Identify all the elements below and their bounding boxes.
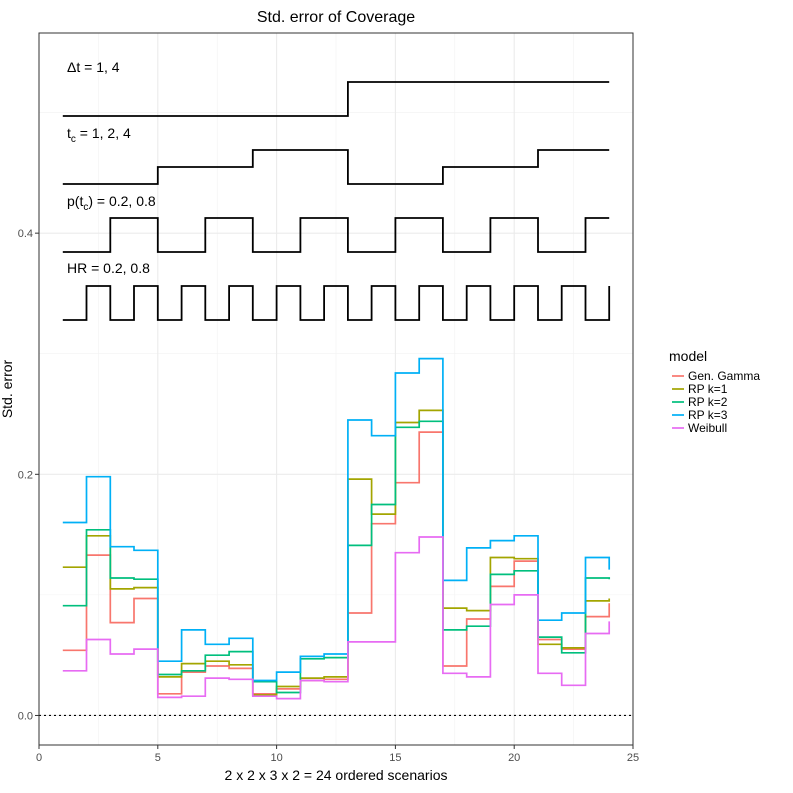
y-tick-label: 0.2 bbox=[18, 469, 33, 481]
legend-label: Gen. Gamma bbox=[688, 369, 760, 383]
legend-label: RP k=3 bbox=[688, 408, 728, 422]
design-indicators: Δt = 1, 4 tc = 1, 2, 4 p(tc) = 0.2, 0.8 HR … bbox=[62, 59, 611, 321]
design-step-line bbox=[62, 81, 610, 117]
legend-label: Weibull bbox=[688, 421, 727, 435]
y-tick-label: 0.0 bbox=[18, 710, 33, 722]
x-tick-label: 20 bbox=[508, 752, 520, 764]
legend-title: model bbox=[669, 348, 707, 364]
legend-label: RP k=2 bbox=[688, 395, 728, 409]
axes: 0 5 10 15 20 25 0.0 0.2 0.4 bbox=[18, 228, 639, 764]
x-tick-label: 5 bbox=[155, 752, 161, 764]
design-panel-label: tc = 1, 2, 4 bbox=[67, 125, 131, 145]
x-tick-label: 25 bbox=[627, 752, 639, 764]
x-axis-title: 2 x 2 x 3 x 2 = 24 ordered scenarios bbox=[225, 767, 448, 783]
series-line bbox=[62, 536, 611, 700]
y-axis-title: Std. error bbox=[0, 359, 15, 418]
plot-border bbox=[38, 32, 634, 746]
design-step-line bbox=[62, 149, 610, 185]
chart-title: Std. error of Coverage bbox=[257, 9, 415, 26]
y-tick-label: 0.4 bbox=[18, 228, 33, 240]
series-lines bbox=[39, 357, 633, 717]
design-panel-label: Δt = 1, 4 bbox=[67, 59, 120, 75]
x-tick-label: 0 bbox=[36, 752, 42, 764]
x-tick-label: 10 bbox=[270, 752, 282, 764]
design-step-line bbox=[62, 285, 611, 321]
legend-label: RP k=1 bbox=[688, 382, 728, 396]
design-step-line bbox=[62, 217, 610, 253]
design-panel-label: p(tc) = 0.2, 0.8 bbox=[67, 193, 156, 213]
x-tick-label: 15 bbox=[389, 752, 401, 764]
design-panel-label: HR = 0.2, 0.8 bbox=[67, 260, 150, 276]
